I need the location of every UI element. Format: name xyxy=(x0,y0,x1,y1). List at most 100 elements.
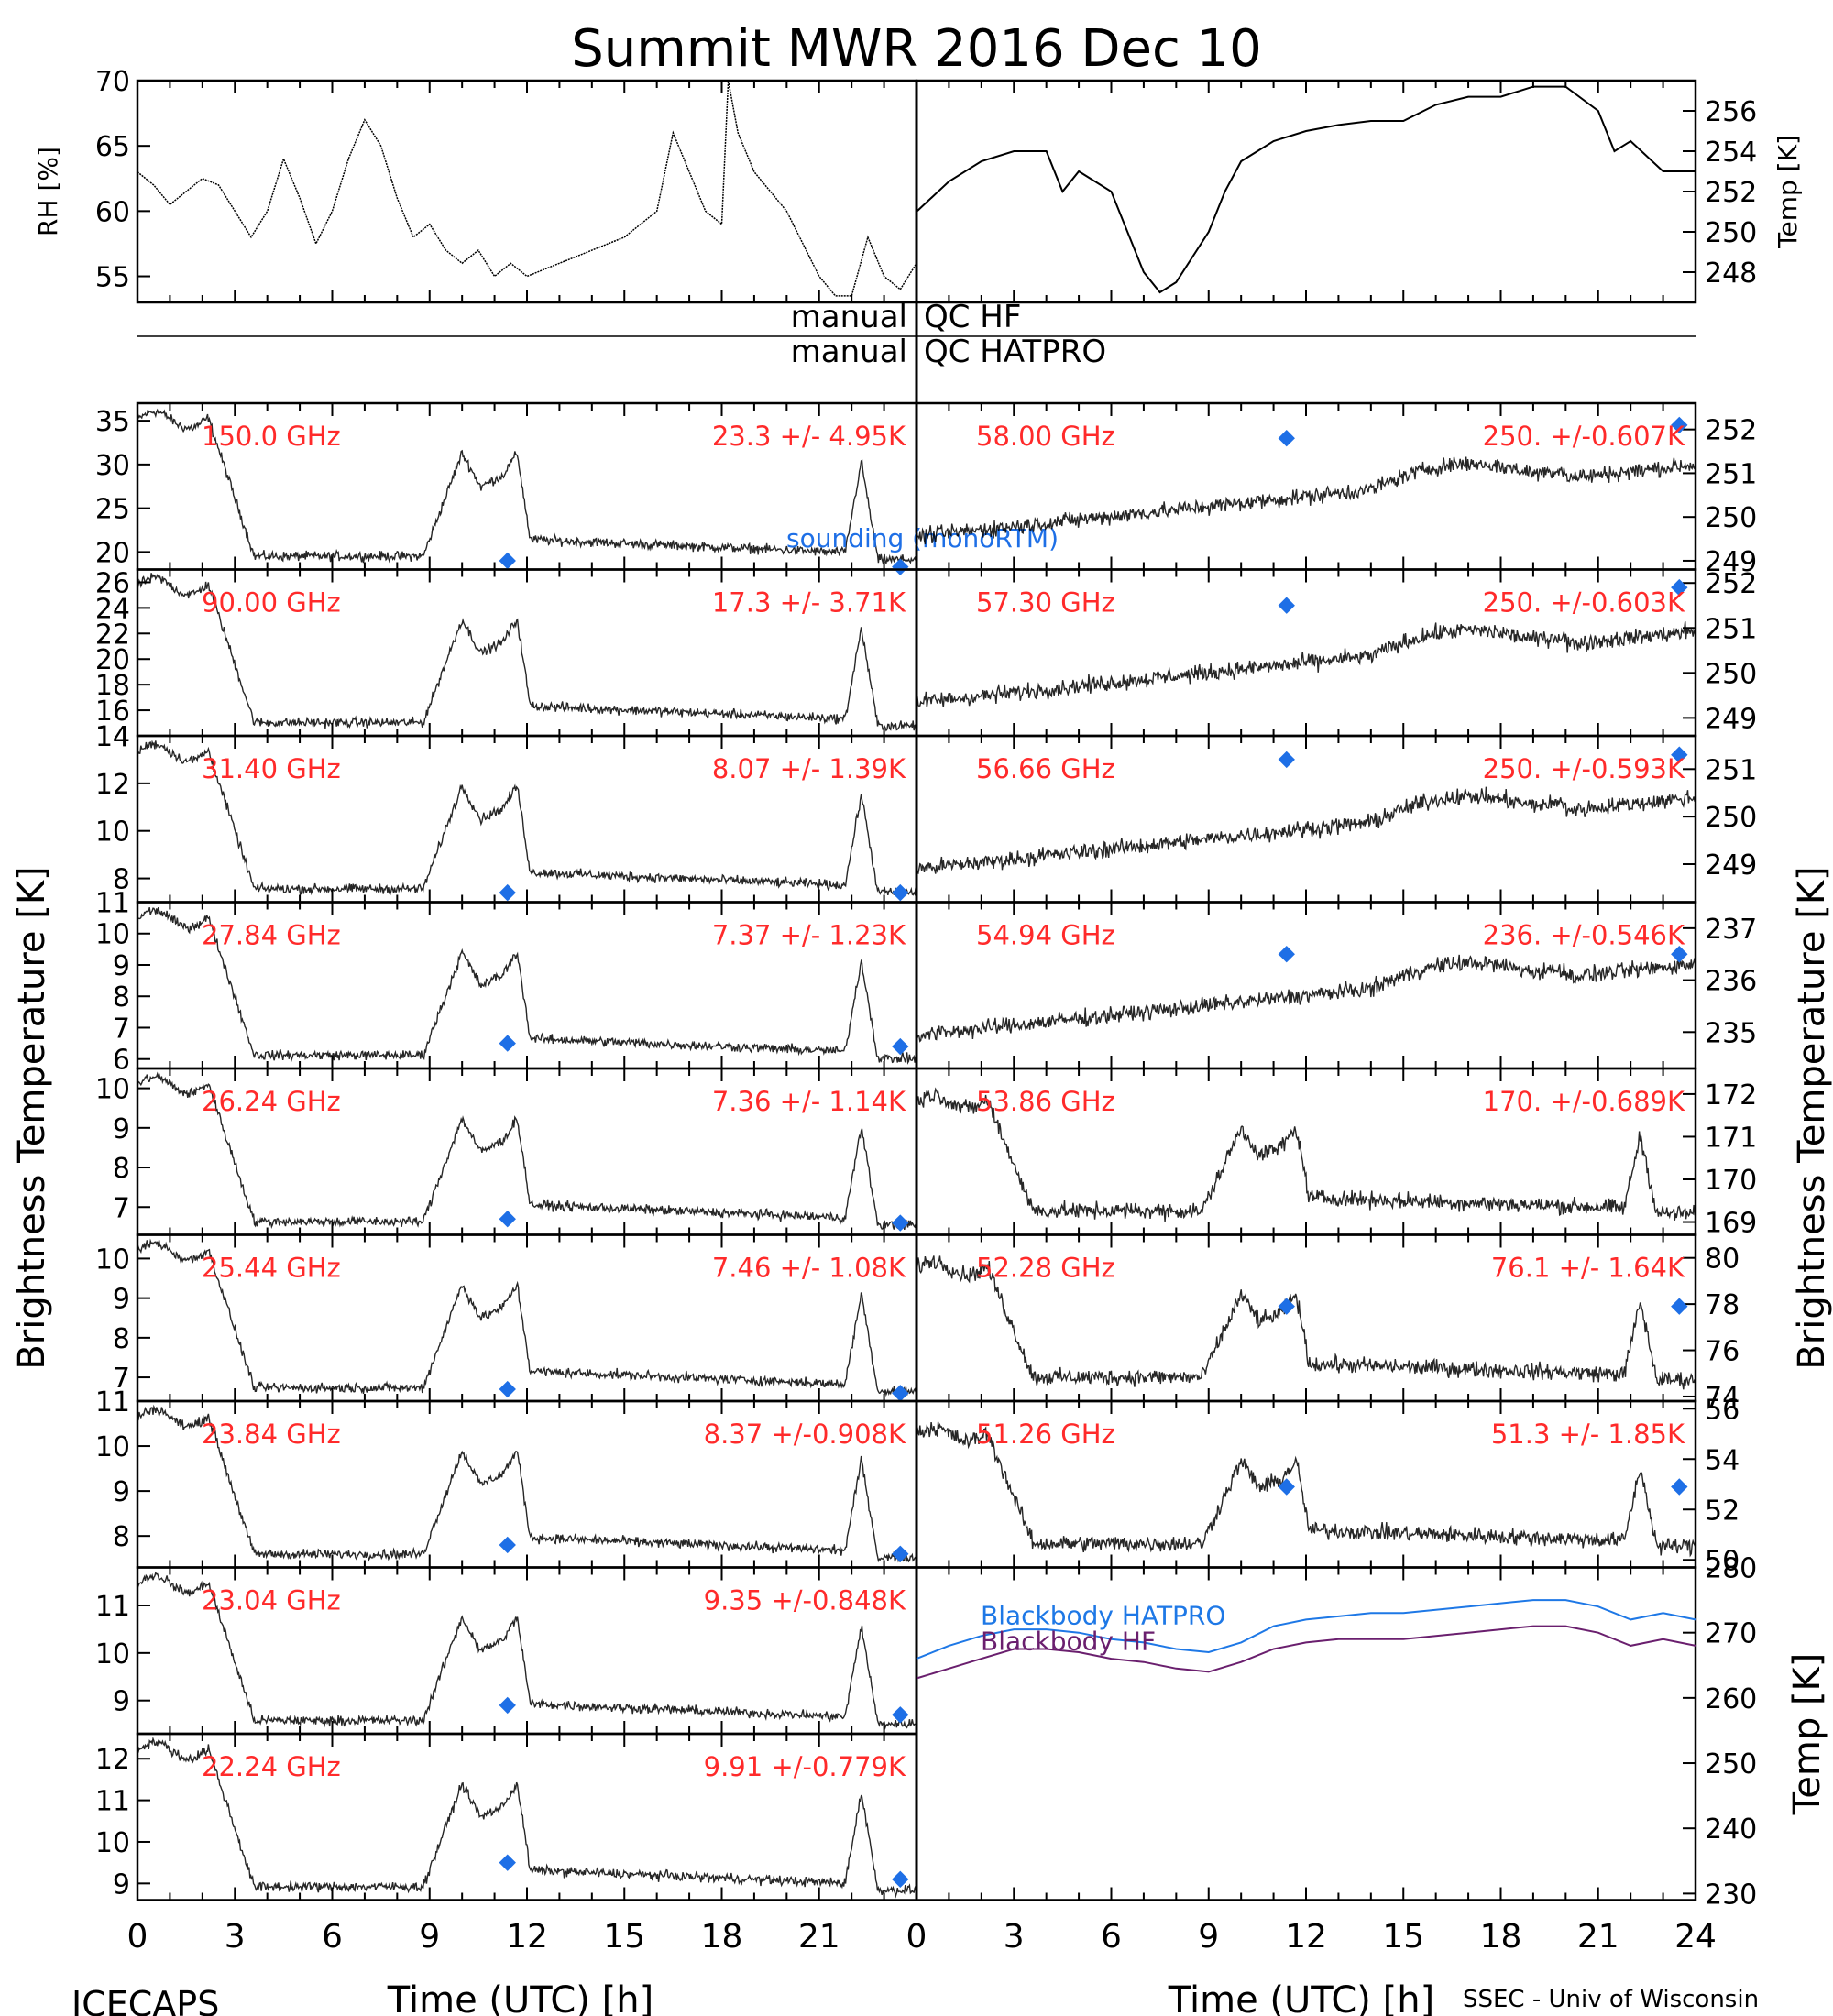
panel-ch26-freq-label: 26.24 GHz xyxy=(202,1086,341,1117)
panel-ch23_84-ytick-label: 8 xyxy=(113,1521,130,1553)
panel-ch23_04-sounding-point xyxy=(892,1706,909,1724)
panel-ch150-ytick-label: 35 xyxy=(95,406,130,438)
panel-ch54-ytick-label: 235 xyxy=(1705,1017,1757,1049)
blackbody-legend-0: Blackbody HATPRO xyxy=(981,1601,1225,1631)
x-tick-label-left: 9 xyxy=(419,1918,440,1956)
panel-ch23_84-sounding-point xyxy=(892,1545,909,1562)
panel-ch58-ytick-label: 252 xyxy=(1705,415,1757,447)
panel-ch54-sounding-point xyxy=(1278,946,1295,963)
panel-ch56-sounding-point xyxy=(1278,751,1295,769)
panel-ch51-ytick-label: 52 xyxy=(1705,1495,1740,1527)
x-axis-label-right: Time (UTC) [h] xyxy=(1168,1979,1434,2016)
rh-ytick-label: 65 xyxy=(95,131,130,163)
panel-ch23_84-series-line xyxy=(137,1404,917,1563)
blackbody-series-line-0 xyxy=(916,1599,1696,1660)
panel-ch52-series-line xyxy=(916,1255,1696,1390)
panel-ch58-ytick-label: 251 xyxy=(1705,458,1757,490)
rh-ytick-label: 55 xyxy=(95,262,130,294)
panel-ch26-sounding-point xyxy=(892,1214,909,1232)
panel-ch25-sounding-point xyxy=(499,1380,516,1398)
panel-ch27-stats-label: 7.37 +/- 1.23K xyxy=(712,920,906,951)
panel-ch23_04-ytick-label: 11 xyxy=(95,1591,130,1623)
panel-ch57_3-sounding-point xyxy=(1278,597,1295,614)
panel-ch23_84-ytick-label: 9 xyxy=(113,1476,130,1508)
blackbody-panel-ytick-label: 260 xyxy=(1705,1683,1757,1715)
temp-panel-frame xyxy=(915,79,1697,304)
panel-ch22-ytick-label: 12 xyxy=(95,1744,130,1776)
panel-ch22-series-line xyxy=(137,1736,917,1899)
panel-ch31-ytick-label: 10 xyxy=(95,816,130,849)
rh-ylabel: RH [%] xyxy=(33,147,63,236)
x-tick-label-right: 18 xyxy=(1480,1918,1522,1956)
left-ylabel: Brightness Temperature [K] xyxy=(11,866,53,1369)
panel-ch90-ytick-label: 22 xyxy=(95,619,130,651)
panel-ch150-series-line xyxy=(137,408,917,565)
panel-ch150-sounding-point xyxy=(499,552,516,570)
panel-ch27-ytick-label: 6 xyxy=(113,1045,130,1077)
panel-ch23_84-stats-label: 8.37 +/-0.908K xyxy=(704,1419,906,1450)
panel-ch26-ytick-label: 10 xyxy=(95,1074,130,1106)
panel-ch57_3-sounding-point xyxy=(1671,578,1688,597)
panel-ch56-sounding-point xyxy=(1671,746,1688,763)
panel-ch51-ytick-label: 56 xyxy=(1705,1394,1740,1426)
panel-ch26-stats-label: 7.36 +/- 1.14K xyxy=(712,1086,906,1117)
qc-hf-left-label: manual xyxy=(791,299,907,335)
panel-ch56-ytick-label: 250 xyxy=(1705,802,1757,834)
x-tick-label-left: 6 xyxy=(322,1918,343,1956)
temp-series-line xyxy=(916,85,1696,294)
panel-ch25-ytick-label: 10 xyxy=(95,1244,130,1276)
panel-ch51-stats-label: 51.3 +/- 1.85K xyxy=(1491,1419,1685,1450)
panel-ch90-ytick-label: 18 xyxy=(95,670,130,702)
panel-ch25-ytick-label: 8 xyxy=(113,1323,130,1355)
temp-ytick-label: 248 xyxy=(1705,257,1757,290)
panel-ch57_3-ytick-label: 252 xyxy=(1705,568,1757,600)
panel-ch52-stats-label: 76.1 +/- 1.64K xyxy=(1491,1253,1685,1284)
qc-hatpro-right-label: QC HATPRO xyxy=(924,334,1106,370)
panel-ch54-sounding-point xyxy=(1671,946,1688,963)
panel-ch23_04-sounding-point xyxy=(499,1696,516,1715)
panel-ch53-ytick-label: 169 xyxy=(1705,1208,1757,1240)
panel-ch22-freq-label: 22.24 GHz xyxy=(202,1751,341,1782)
panel-ch51-sounding-point xyxy=(1671,1478,1688,1496)
panel-ch51-ytick-label: 54 xyxy=(1705,1444,1740,1476)
blackbody-panel-ytick-label: 250 xyxy=(1705,1748,1757,1780)
panel-ch31-sounding-point xyxy=(499,883,516,902)
panel-ch31-stats-label: 8.07 +/- 1.39K xyxy=(712,753,906,784)
x-tick-label-right: 12 xyxy=(1285,1918,1327,1956)
panel-ch90-ytick-label: 16 xyxy=(95,696,130,728)
panel-ch27-ytick-label: 8 xyxy=(113,981,130,1013)
panel-ch23_04-series-line xyxy=(137,1571,917,1730)
panel-ch52-sounding-point xyxy=(1278,1298,1295,1315)
chart-panels: 20 25 30 35 150.0 GHz 23.3 +/- 4.95K sounding … xyxy=(33,66,1828,1911)
panel-ch31-freq-label: 31.40 GHz xyxy=(202,753,341,784)
panel-ch54-ytick-label: 236 xyxy=(1705,966,1757,998)
panel-ch90-stats-label: 17.3 +/- 3.71K xyxy=(712,587,906,619)
panel-ch53-ytick-label: 172 xyxy=(1705,1079,1757,1112)
panel-ch58-ytick-label: 250 xyxy=(1705,502,1757,534)
rh-panel-frame xyxy=(136,79,918,304)
panel-ch26-ytick-label: 7 xyxy=(113,1192,130,1224)
panel-ch54-series-line xyxy=(916,954,1696,1043)
panel-ch31-ytick-label: 8 xyxy=(113,864,130,896)
panel-ch150-sounding-label: sounding (monoRTM) xyxy=(786,523,1059,553)
panel-ch57_3-ytick-label: 251 xyxy=(1705,613,1757,645)
panel-ch52-ytick-label: 76 xyxy=(1705,1336,1740,1368)
panel-ch23_84-sounding-point xyxy=(499,1536,516,1554)
panel-ch150-freq-label: 150.0 GHz xyxy=(202,421,341,452)
panel-ch56-freq-label: 56.66 GHz xyxy=(976,753,1115,784)
panel-ch57_3-ytick-label: 249 xyxy=(1705,703,1757,735)
panel-ch27-freq-label: 27.84 GHz xyxy=(202,920,341,951)
x-tick-label-left: 15 xyxy=(603,1918,645,1956)
figure-title: Summit MWR 2016 Dec 10 xyxy=(571,19,1262,79)
qc-hatpro-left-label: manual xyxy=(791,334,907,370)
panel-ch53-series-line xyxy=(916,1087,1696,1222)
panel-ch51-sounding-point xyxy=(1278,1478,1295,1496)
blackbody-legend-1: Blackbody HF xyxy=(981,1627,1156,1657)
panel-ch27-series-line xyxy=(137,907,916,1065)
panel-ch53-stats-label: 170. +/-0.689K xyxy=(1483,1086,1685,1117)
panel-ch22-stats-label: 9.91 +/-0.779K xyxy=(704,1751,906,1782)
panel-ch90-freq-label: 90.00 GHz xyxy=(202,587,341,619)
panel-ch23_04-stats-label: 9.35 +/-0.848K xyxy=(704,1585,906,1616)
temp-ytick-label: 256 xyxy=(1705,96,1757,128)
x-axis-ticks: 0 3 6 9 12 15 18 21 0 3 6 9 12 15 18 21 24 xyxy=(127,1918,1717,1956)
